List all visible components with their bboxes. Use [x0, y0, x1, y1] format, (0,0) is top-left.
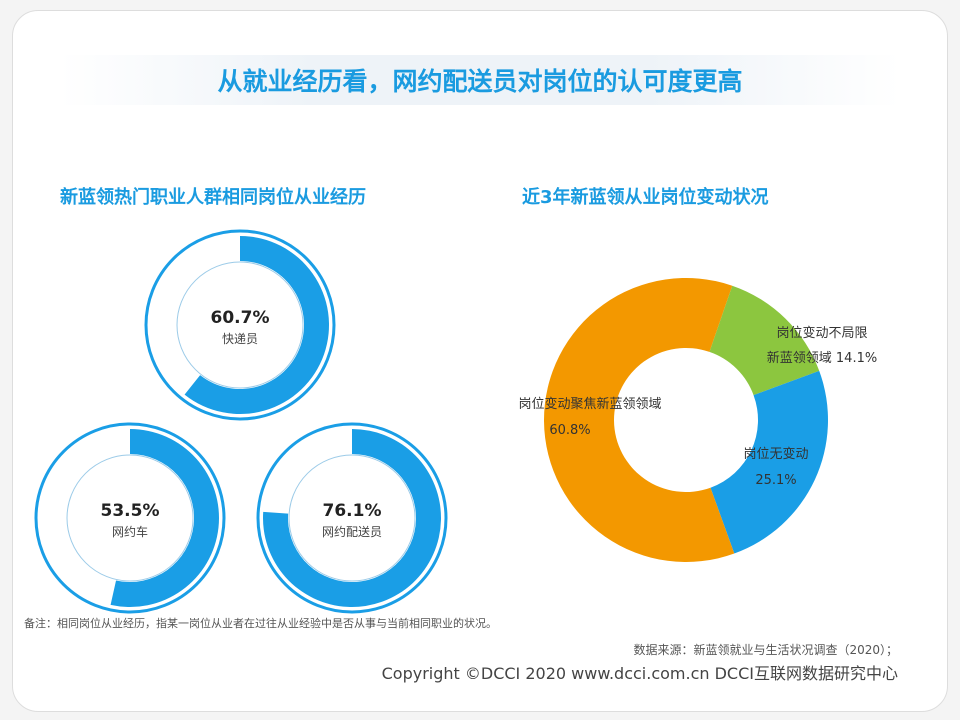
slice-label: 新蓝领领域 14.1%: [767, 350, 877, 366]
ring-value: 76.1%: [323, 501, 382, 521]
slice-label: 岗位无变动: [743, 446, 808, 462]
ring-arc: [110, 429, 220, 607]
left-chart-title: 新蓝领热门职业人群相同岗位从业经历: [60, 187, 366, 208]
ring-inner-line: [288, 454, 416, 582]
slice-label: 岗位变动不局限: [776, 325, 867, 341]
right-chart-title: 近3年新蓝领从业岗位变动状况: [522, 187, 769, 208]
ring-label: 网约车: [112, 524, 148, 539]
ring-arc: [184, 236, 329, 415]
slice-value: 25.1%: [755, 473, 796, 488]
ring-label: 快递员: [222, 332, 258, 346]
ring-inner-line: [66, 454, 194, 582]
donut-slice: [710, 370, 829, 554]
ring-inner-line: [176, 261, 304, 389]
donut-slice: [544, 278, 735, 562]
donut-slice: [709, 285, 820, 396]
source: 数据来源：新蓝领就业与生活状况调查（2020）；: [633, 643, 898, 657]
ring-outline: [144, 229, 336, 421]
footnote: 备注：相同岗位从业经历，指某一岗位从业者在过往从业经验中是否从事与当前相同职业的…: [24, 617, 497, 630]
ring-outline: [34, 422, 226, 614]
slice-value: 60.8%: [549, 423, 590, 438]
ring-outline: [256, 422, 448, 614]
page-title: 从就业经历看，网约配送员对岗位的认可度更高: [60, 55, 900, 105]
copyright: Copyright ©DCCI 2020 www.dcci.com.cn DCC…: [381, 664, 898, 683]
ring-value: 60.7%: [211, 308, 270, 328]
slice-label: 岗位变动聚焦新蓝领领域: [518, 396, 661, 412]
ring-label: 网约配送员: [322, 524, 382, 539]
ring-value: 53.5%: [101, 501, 160, 521]
